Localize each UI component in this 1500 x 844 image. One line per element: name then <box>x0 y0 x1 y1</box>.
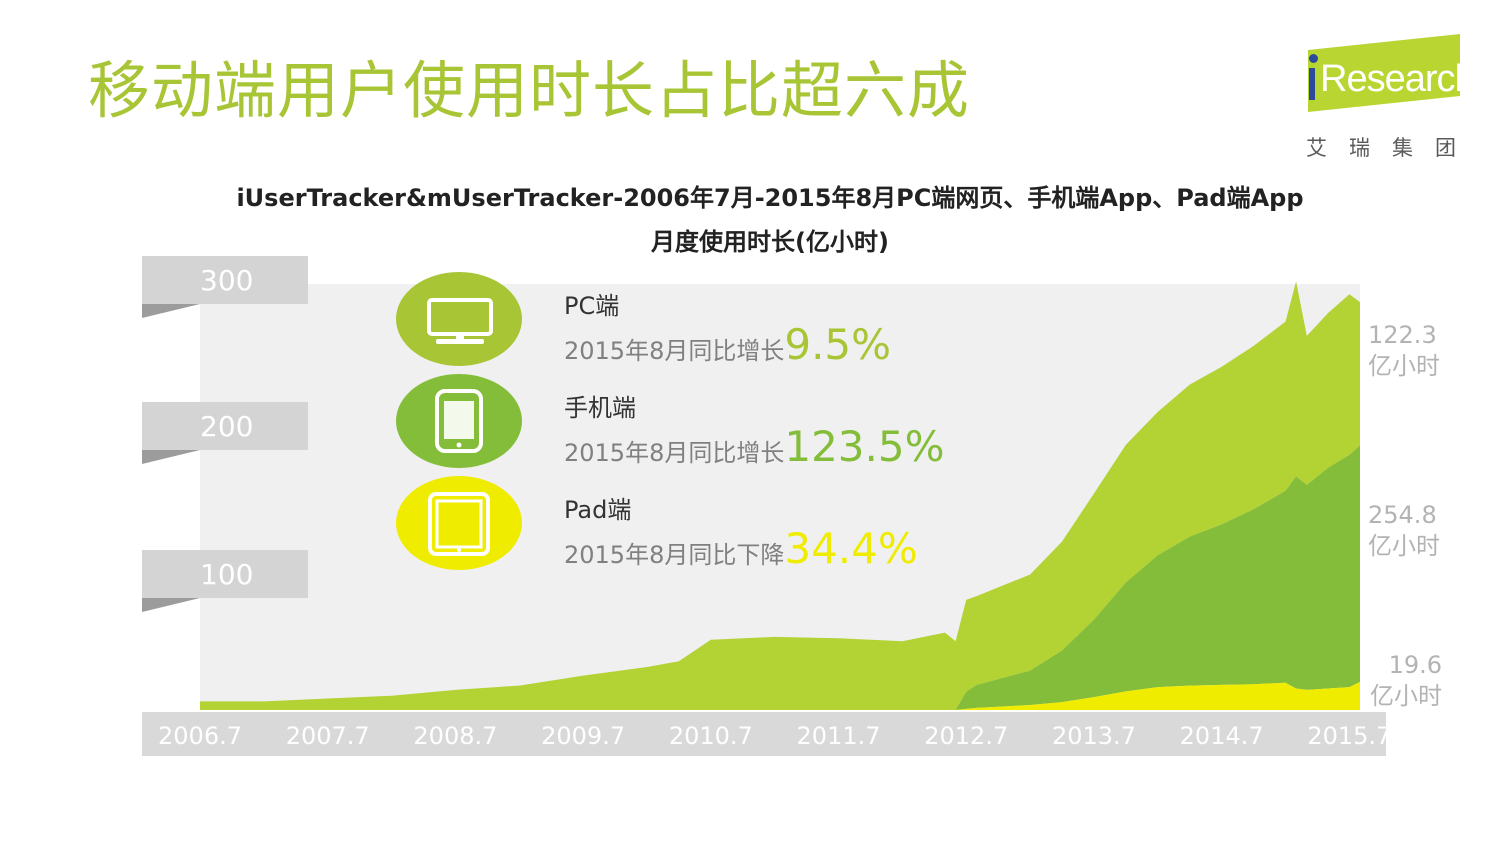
legend-desc-text: 2015年8月同比增长 <box>564 337 785 365</box>
x-tick-label: 2010.7 <box>668 722 753 750</box>
legend-pct: 123.5% <box>784 422 945 471</box>
ytick-300: 300 <box>142 256 308 318</box>
legend-name: 手机端 <box>564 394 636 422</box>
x-tick-label: 2015.7 <box>1307 722 1392 750</box>
x-tick-label: 2007.7 <box>285 722 370 750</box>
x-tick-label: 2008.7 <box>413 722 498 750</box>
end-value: 122.3 <box>1368 321 1437 349</box>
end-unit: 亿小时 <box>1368 352 1440 380</box>
ytick-200: 200 <box>142 402 308 464</box>
legend-desc-text: 2015年8月同比下降 <box>564 541 785 569</box>
page-title: 移动端用户使用时长占比超六成 <box>88 54 971 127</box>
logo-cn: 艾瑞集团 <box>1306 136 1478 160</box>
ytick-label: 100 <box>200 558 254 591</box>
end-unit: 亿小时 <box>1368 532 1440 560</box>
chart-title-line1: iUserTracker&mUserTracker-2006年7月-2015年8… <box>236 184 1304 212</box>
legend-pct: 34.4% <box>784 524 918 573</box>
legend-name: PC端 <box>564 292 620 320</box>
x-tick-label: 2006.7 <box>158 722 242 750</box>
end-value: 19.6 <box>1388 651 1442 679</box>
x-tick-label: 2009.7 <box>541 722 626 750</box>
logo-i-stem <box>1309 68 1315 100</box>
tablet-icon <box>428 492 490 556</box>
legend-pct: 9.5% <box>784 320 892 369</box>
x-tick-label: 2011.7 <box>796 722 881 750</box>
logo-text: Research <box>1320 58 1476 100</box>
monitor-icon <box>427 298 493 344</box>
x-tick-label: 2012.7 <box>924 722 1009 750</box>
mobile-end-label: 254.8 亿小时 <box>1368 500 1440 562</box>
chart-title-line2: 月度使用时长(亿小时) <box>651 228 889 256</box>
ytick-fold <box>142 450 200 464</box>
phone-icon <box>435 389 483 453</box>
ytick-label: 300 <box>200 264 254 297</box>
iresearch-logo: Research 艾瑞集团 <box>1300 34 1476 166</box>
legend-desc: 2015年8月同比增长123.5% <box>564 422 945 471</box>
legend-circle-pad <box>396 476 522 570</box>
ytick-100: 100 <box>142 550 308 612</box>
x-tick-label: 2013.7 <box>1051 722 1136 750</box>
x-tick-label: 2014.7 <box>1179 722 1264 750</box>
logo-dot <box>1309 54 1318 63</box>
pc-end-label: 122.3 亿小时 <box>1368 320 1440 382</box>
x-axis-band <box>142 712 1386 756</box>
ytick-fold <box>142 598 200 612</box>
ytick-fold <box>142 304 200 318</box>
pad-end-label: 19.6 亿小时 <box>1368 650 1442 712</box>
legend-name: Pad端 <box>564 496 632 524</box>
legend-desc-text: 2015年8月同比增长 <box>564 439 785 467</box>
legend-desc: 2015年8月同比增长9.5% <box>564 320 891 369</box>
legend-circle-pc <box>396 272 522 366</box>
area-series-group <box>200 281 1360 710</box>
area-pc <box>200 281 1360 710</box>
area-pad <box>200 681 1360 710</box>
legend-desc: 2015年8月同比下降34.4% <box>564 524 918 573</box>
ytick-label: 200 <box>200 410 254 443</box>
area-mobile <box>200 445 1360 710</box>
legend-circle-mobile <box>396 374 522 468</box>
end-unit: 亿小时 <box>1370 682 1442 710</box>
end-value: 254.8 <box>1368 501 1437 529</box>
